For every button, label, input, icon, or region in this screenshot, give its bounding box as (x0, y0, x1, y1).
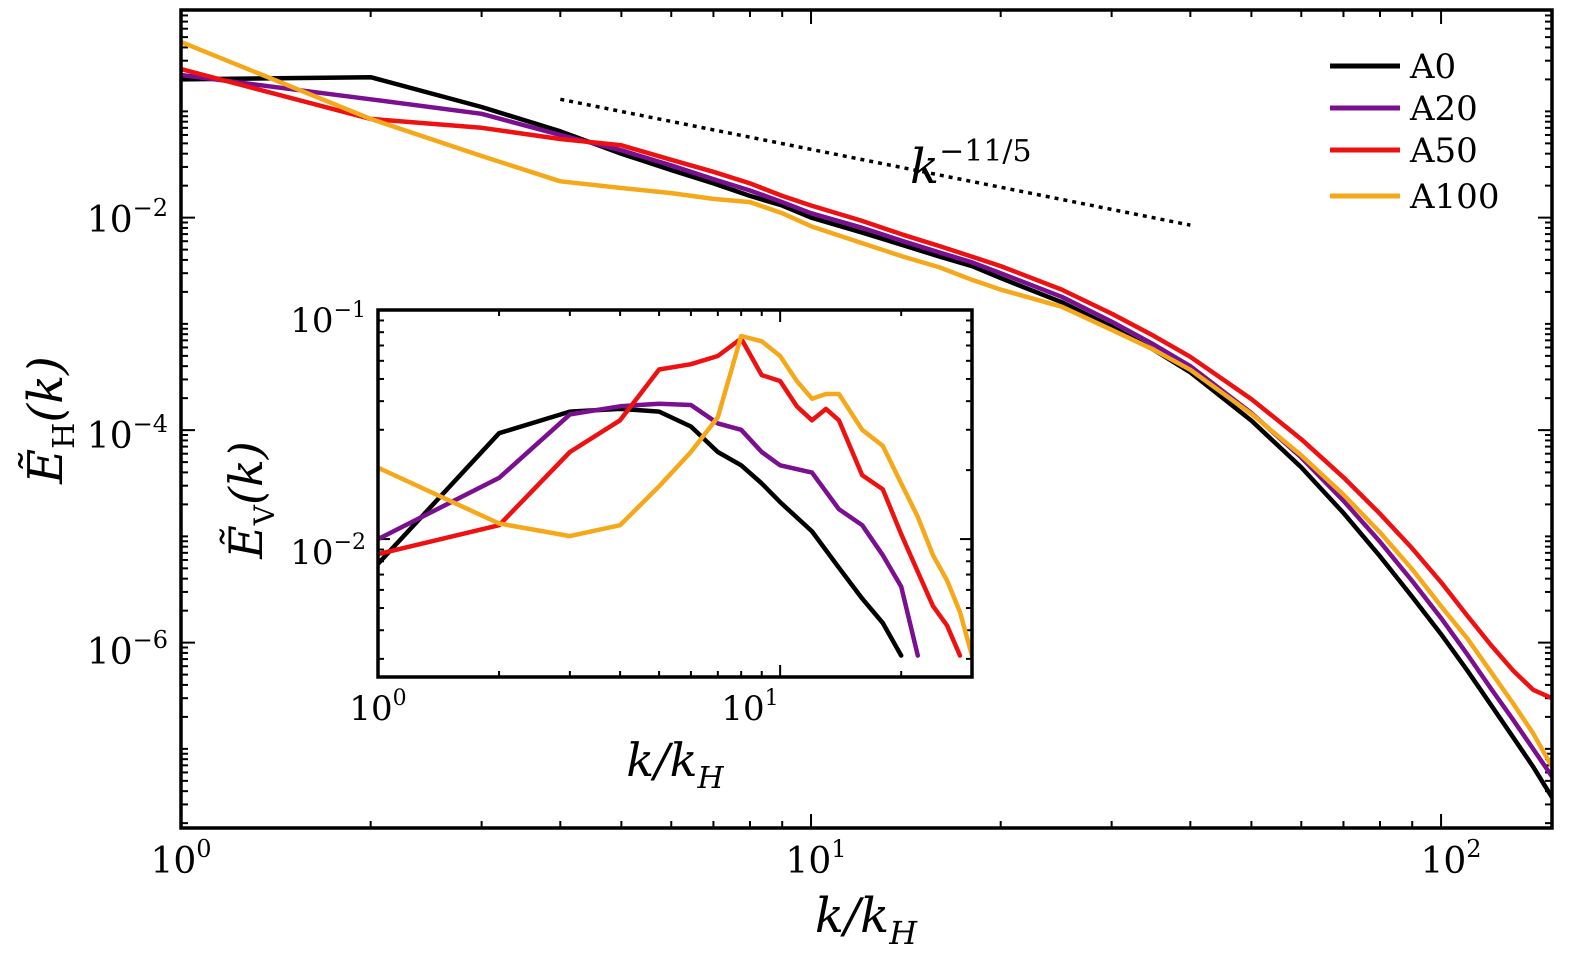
main-y-tick-label: 10−4 (87, 410, 168, 457)
inset-x-axis-label: k/kH (626, 733, 724, 796)
main-y-tick-label: 10−6 (87, 626, 168, 673)
main-x-tick-label: 100 (150, 835, 211, 882)
inset-background (378, 310, 972, 677)
main-x-tick-label: 102 (1420, 835, 1481, 882)
inset-x-tick-labels: 100 101 (349, 686, 778, 729)
reference-slope-base: k (910, 139, 939, 195)
inset-y-tick-labels: 10−1 10−2 (290, 298, 366, 573)
legend-label-a0: A0 (1409, 47, 1456, 87)
inset-y-tick-label: 10−2 (290, 530, 366, 573)
inset-y-tick-label: 10−1 (290, 298, 366, 341)
main-series-a0 (181, 74, 1552, 800)
main-y-tick-labels: 10−2 10−4 10−6 (87, 194, 168, 673)
legend: A0 A20 A50 A100 (1330, 47, 1499, 217)
main-series-group (181, 39, 1552, 800)
main-plot-frame (179, 8, 1554, 830)
inset-series-a20 (378, 401, 921, 658)
main-series-a20 (181, 72, 1552, 779)
main-x-tick-labels: 100 101 102 (150, 835, 1481, 882)
main-y-tick-label: 10−2 (87, 194, 168, 241)
main-series-a100 (181, 39, 1552, 769)
inset-x-tick-label: 101 (721, 686, 778, 729)
inset-plot: 100 101 10−1 10−2 k/kH ẼV(k) (219, 298, 974, 796)
legend-label-a50: A50 (1409, 131, 1478, 171)
inset-x-tick-label: 100 (349, 686, 406, 729)
inset-series-a100 (378, 333, 972, 658)
legend-label-a100: A100 (1409, 177, 1499, 217)
inset-series-group (378, 333, 972, 658)
inset-y-axis-label: ẼV(k) (219, 441, 281, 560)
main-x-tick-label: 101 (785, 835, 846, 882)
inset-series-a50 (378, 336, 963, 658)
main-y-axis-label: ẼH(k) (17, 356, 82, 485)
legend-label-a20: A20 (1409, 89, 1478, 129)
main-x-axis-label: k/kH (815, 888, 918, 952)
main-plot: k−11/5 100 101 102 10−2 10−4 10−6 k/kH Ẽ… (17, 8, 1554, 952)
reference-slope-label: k−11/5 (910, 134, 1032, 195)
main-series-a50 (181, 66, 1552, 701)
reference-slope-exponent: −11/5 (939, 134, 1032, 169)
inset-plot-frame (376, 308, 974, 679)
